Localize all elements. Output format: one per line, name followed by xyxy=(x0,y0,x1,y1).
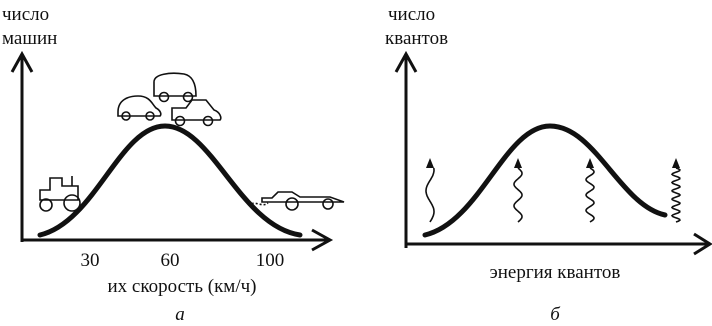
wave xyxy=(586,168,594,222)
wave xyxy=(672,168,680,222)
arrow-head xyxy=(672,158,680,168)
car-icon xyxy=(172,100,221,126)
diagram: число машин 30 60 100 их скорость (км/ч)… xyxy=(0,0,712,326)
tractor-icon xyxy=(40,176,80,211)
caption: б xyxy=(550,304,561,325)
caption: а xyxy=(175,304,185,325)
y-label: квантов xyxy=(385,28,448,49)
y-label: число xyxy=(388,4,435,25)
x-label: энергия квантов xyxy=(490,262,621,283)
distribution-curve xyxy=(40,126,300,235)
panel-a: число машин 30 60 100 их скорость (км/ч)… xyxy=(2,4,344,325)
distribution-curve xyxy=(425,126,665,235)
x-tick-label: 60 xyxy=(161,250,180,271)
wave xyxy=(426,168,434,222)
car-icon xyxy=(118,96,161,120)
x-tick-label: 100 xyxy=(256,250,285,271)
race-car-icon xyxy=(248,192,344,210)
arrow-head xyxy=(514,158,522,168)
x-tick-label: 30 xyxy=(81,250,100,271)
arrow-head xyxy=(426,158,434,168)
y-axis xyxy=(396,54,416,248)
arrow-head xyxy=(586,158,594,168)
x-axis xyxy=(22,230,330,250)
car-icon xyxy=(154,73,196,101)
x-label: их скорость (км/ч) xyxy=(108,276,257,297)
x-axis xyxy=(406,234,710,254)
y-label: машин xyxy=(2,28,57,49)
wave xyxy=(514,168,522,222)
y-axis xyxy=(12,54,32,242)
y-label: число xyxy=(2,4,49,25)
panel-b: число квантов энергия квантов б xyxy=(385,4,710,325)
